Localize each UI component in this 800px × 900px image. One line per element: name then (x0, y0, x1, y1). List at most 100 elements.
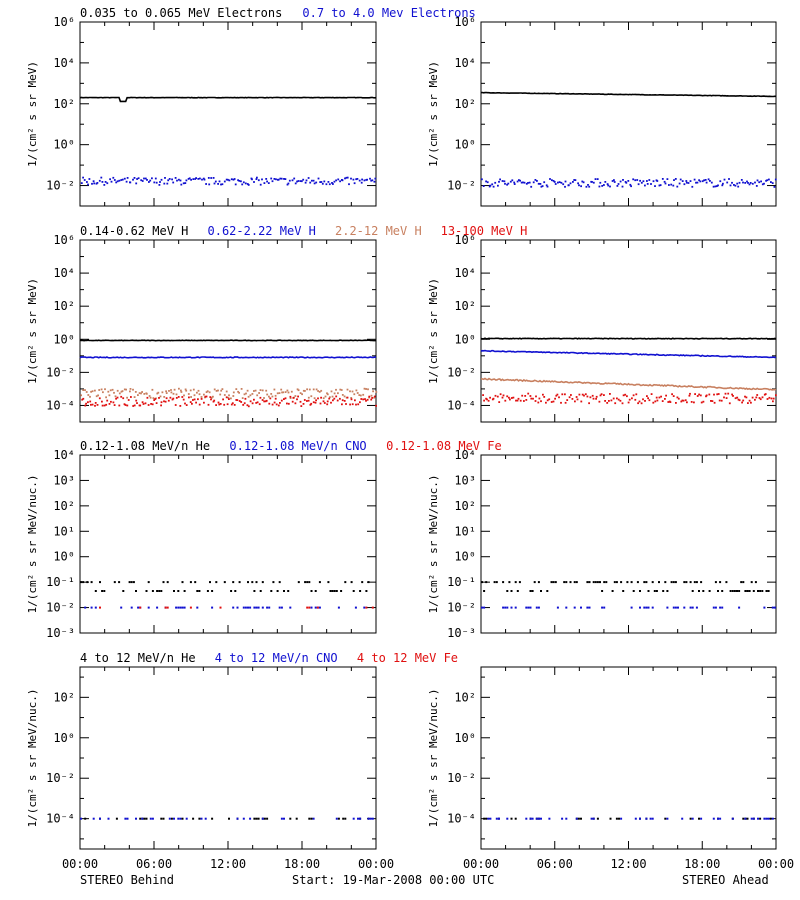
data-point-blue (681, 180, 684, 182)
data-point-blue (712, 606, 715, 609)
data-point-blue (520, 181, 523, 184)
data-point-red (501, 396, 504, 399)
data-point-blue (236, 817, 239, 820)
data-point-red (694, 393, 696, 395)
data-point-red (529, 395, 532, 397)
y-tick-label: 10⁻⁴ (46, 812, 75, 826)
data-point-red (207, 403, 210, 406)
data-point-blue (564, 185, 566, 188)
data-point-red (209, 396, 212, 398)
data-point-black (601, 590, 604, 592)
data-point-black (575, 581, 578, 584)
data-point-blue (557, 181, 559, 184)
data-point-blue (256, 176, 258, 179)
data-point-red (289, 395, 292, 398)
data-point-black (344, 581, 347, 584)
data-point-blue (177, 817, 180, 820)
data-point-black (493, 581, 496, 584)
data-point-black (145, 590, 148, 592)
data-point-red (87, 401, 89, 404)
data-point-blue (249, 817, 252, 820)
data-point-tan (358, 394, 361, 396)
data-point-blue (534, 179, 537, 181)
data-point-blue (651, 817, 654, 820)
data-point-blue (549, 178, 551, 180)
data-point-black (552, 581, 555, 584)
data-point-red (139, 404, 142, 407)
data-point-red (578, 393, 581, 396)
data-point-black (255, 817, 258, 820)
data-point-red (725, 397, 728, 399)
data-point-blue (369, 817, 372, 820)
data-point-red (648, 399, 651, 402)
data-point-blue (181, 606, 184, 609)
data-point-tan (363, 387, 366, 390)
data-point-blue (187, 178, 190, 180)
data-point-red (608, 400, 610, 402)
data-point-blue (339, 180, 341, 183)
data-point-black (257, 817, 260, 820)
data-point-red (242, 404, 245, 406)
data-point-blue (652, 180, 655, 183)
data-point-red (335, 395, 338, 398)
data-point-blue (277, 178, 280, 181)
data-point-red (616, 397, 618, 400)
data-point-red (638, 400, 641, 403)
data-point-tan (301, 393, 303, 396)
data-point-tan (198, 393, 201, 396)
data-point-blue (171, 178, 173, 181)
data-point-red (580, 400, 583, 403)
data-point-black (158, 590, 161, 592)
data-point-blue (98, 179, 101, 182)
y-tick-label: 10⁰ (53, 332, 75, 346)
data-point-blue (87, 183, 89, 186)
data-point-black (514, 581, 517, 584)
data-point-red (626, 395, 628, 398)
data-point-red (534, 400, 537, 402)
y-axis-label: 1/(cm² s sr MeV/nuc.) (26, 688, 39, 827)
data-point-blue (147, 606, 150, 609)
data-point-red (90, 403, 92, 406)
data-point-red (210, 398, 212, 401)
data-point-blue (737, 185, 740, 188)
data-point-black (729, 590, 732, 592)
data-point-black (658, 581, 660, 584)
data-point-blue (228, 179, 231, 182)
data-point-blue (607, 184, 610, 187)
data-point-black (295, 817, 298, 820)
data-point-blue (746, 180, 748, 183)
y-tick-label: 10² (53, 499, 75, 513)
data-point-red (166, 606, 169, 609)
data-point-red (515, 399, 517, 402)
data-point-black (170, 817, 173, 820)
data-point-black (672, 581, 675, 584)
data-point-red (612, 397, 615, 400)
data-point-black (717, 590, 719, 592)
data-point-red (146, 396, 149, 399)
data-point-blue (141, 180, 144, 182)
data-point-black (531, 590, 534, 592)
data-point-red (291, 400, 294, 403)
data-point-red (650, 393, 653, 395)
data-point-blue (704, 179, 707, 181)
data-point-blue (738, 606, 741, 609)
data-point-blue (700, 817, 703, 820)
y-tick-label: 10⁻² (46, 771, 75, 785)
data-point-blue (315, 181, 318, 184)
data-point-blue (726, 181, 729, 184)
series-line-tan (480, 377, 777, 391)
data-point-red (684, 399, 687, 402)
data-point-black (310, 817, 313, 820)
data-point-red (84, 404, 87, 407)
data-point-red (135, 399, 138, 402)
footer-center: Start: 19-Mar-2008 00:00 UTC (292, 873, 495, 887)
data-point-red (189, 606, 192, 609)
panel-row4-ahead: 10⁻⁴ 10⁻² 10⁰ 10² 1/(cm² s sr MeV/nuc.) 00:00… (427, 666, 794, 871)
y-axis-label: 1/(cm² s sr MeV) (427, 61, 440, 167)
data-point-tan (223, 394, 226, 396)
data-point-blue (606, 183, 609, 185)
data-point-red (333, 397, 336, 400)
data-point-red (510, 397, 513, 399)
data-point-blue (236, 606, 239, 609)
data-point-blue (693, 178, 696, 181)
